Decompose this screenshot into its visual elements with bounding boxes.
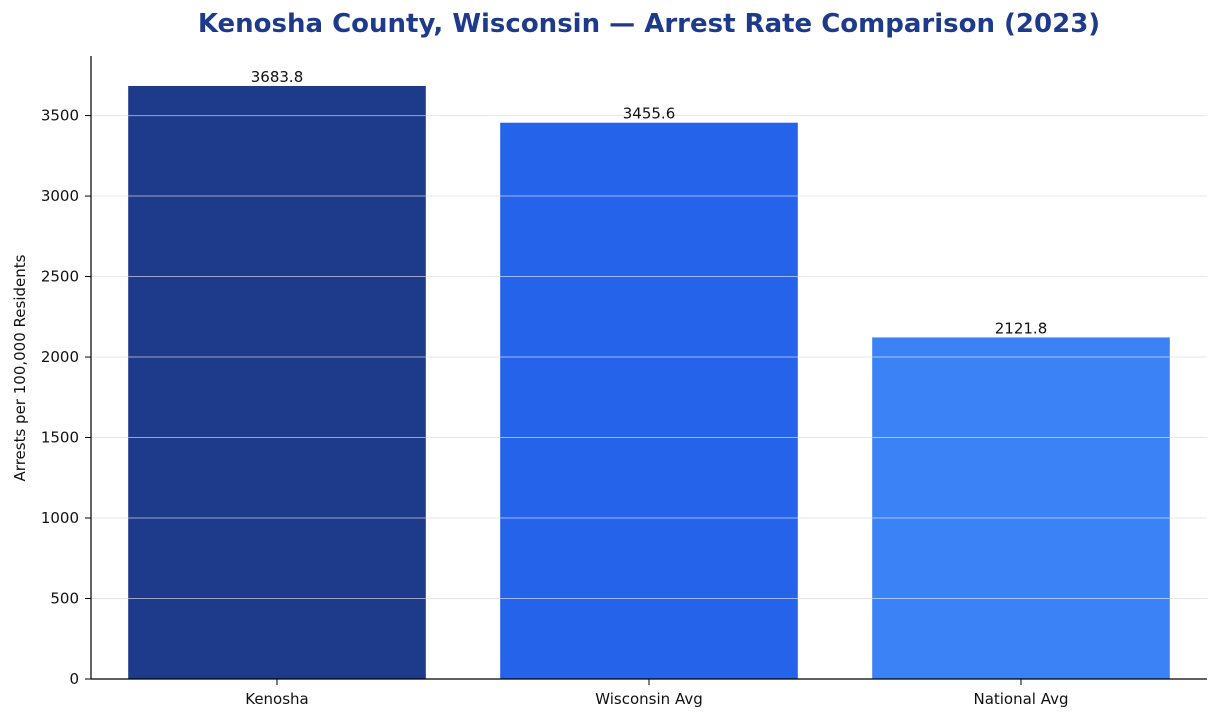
x-axis-ticks: Kenosha Wisconsin Avg National Avg [245,679,1069,708]
bars-group [128,85,1170,679]
y-axis-label: Arrests per 100,000 Residents [11,254,29,481]
bar-value-label: 2121.8 [995,319,1048,337]
bar-value-label: 3683.8 [251,68,304,86]
x-tick-label: Kenosha [245,690,309,708]
y-tick-label: 500 [50,590,79,608]
bar-wisconsin-avg [500,122,798,679]
bar-value-label: 3455.6 [623,105,676,123]
chart-title: Kenosha County, Wisconsin — Arrest Rate … [198,9,1100,39]
y-tick-label: 3500 [41,107,79,125]
value-labels-group: 3683.8 3455.6 2121.8 [251,68,1048,337]
y-tick-label: 1500 [41,429,79,447]
x-tick-label: National Avg [973,690,1068,708]
bar-national-avg [872,337,1170,679]
y-axis-ticks: 0 500 1000 1500 2000 2500 3000 3500 [41,107,91,688]
y-tick-label: 2000 [41,348,79,366]
y-tick-label: 0 [69,670,79,688]
bar-grid-overlay [128,115,1170,600]
x-tick-label: Wisconsin Avg [595,690,702,708]
bar-kenosha [128,85,426,679]
y-tick-label: 2500 [41,268,79,286]
y-tick-label: 3000 [41,187,79,205]
y-tick-label: 1000 [41,509,79,527]
